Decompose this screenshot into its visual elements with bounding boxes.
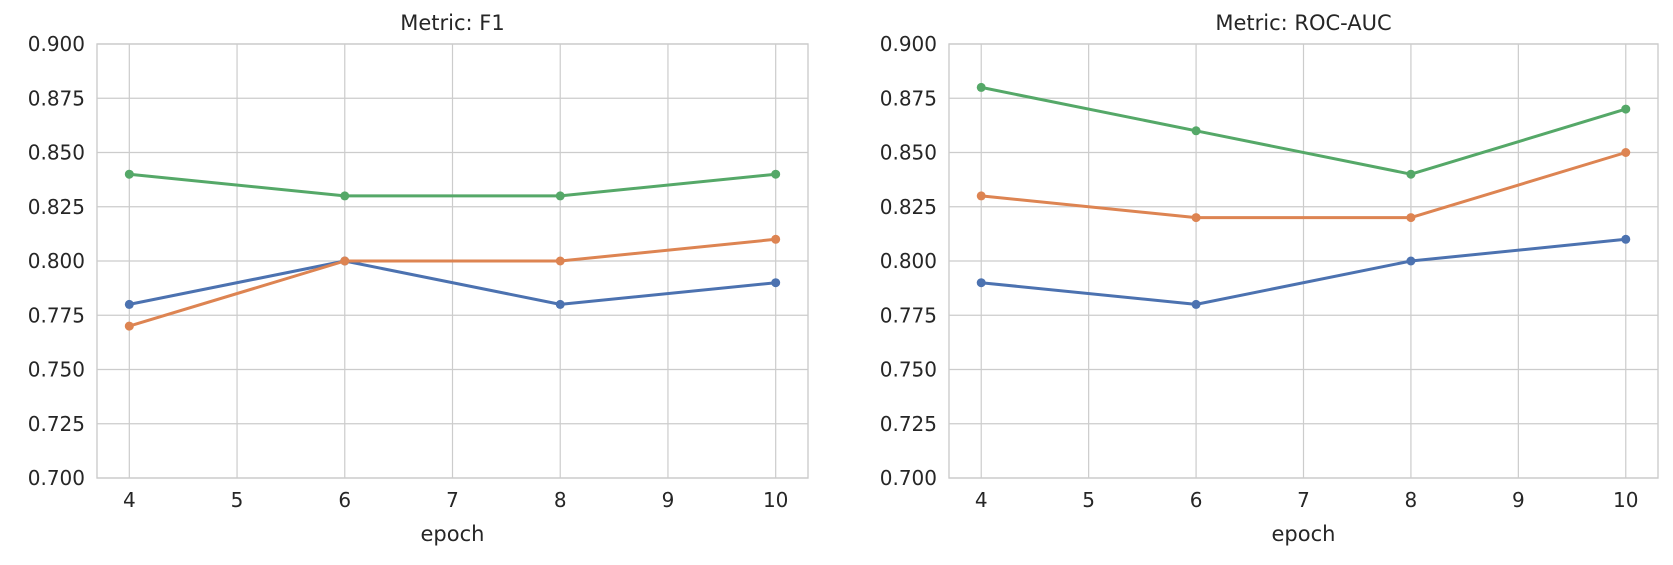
y-tick-label: 0.850 — [28, 141, 85, 165]
series-green-marker — [1191, 126, 1201, 136]
subplot-1: 0.700 0.725 0.750 0.775 0.800 0.825 0.850 0.875… — [28, 11, 809, 546]
chart-title: Metric: ROC-AUC — [1215, 11, 1391, 35]
series-green-line — [979, 85, 1628, 176]
chart-title: Metric: F1 — [400, 11, 504, 35]
series-orange-marker — [1621, 148, 1631, 157]
series-orange-marker — [1191, 213, 1201, 223]
series-orange-marker — [976, 191, 986, 201]
x-axis-label: epoch — [421, 522, 485, 546]
series-orange-marker — [1406, 213, 1416, 223]
y-tick-label: 0.800 — [28, 249, 85, 273]
x-tick-label: 10 — [763, 488, 788, 512]
series-green-marker — [1406, 169, 1416, 179]
series-green-marker — [771, 169, 781, 179]
x-tick-label: 7 — [446, 488, 459, 512]
series-orange-line — [127, 237, 778, 328]
y-tick-label: 0.825 — [28, 195, 85, 219]
series-blue-marker — [1406, 256, 1416, 266]
x-axis-label: epoch — [1272, 522, 1336, 546]
x-tick-label: 6 — [338, 488, 351, 512]
y-tick-label: 0.750 — [28, 358, 85, 382]
y-tick-label: 0.800 — [880, 249, 937, 273]
y-tick-label: 0.875 — [28, 86, 85, 110]
series-orange-marker — [340, 256, 350, 266]
series-blue-marker — [124, 299, 134, 309]
series-blue-line — [127, 259, 778, 306]
x-tick-label: 10 — [1613, 488, 1638, 512]
series-orange-marker — [771, 234, 781, 244]
y-tick-label: 0.700 — [880, 466, 937, 490]
y-tick-label: 0.725 — [28, 412, 85, 436]
series-green-marker — [1621, 104, 1631, 114]
subplot-2: 0.700 0.725 0.750 0.775 0.800 0.825 0.850 0.875… — [880, 11, 1659, 546]
series-green-marker — [976, 82, 986, 92]
series-blue-marker — [1621, 234, 1631, 244]
x-tick-label: 7 — [1297, 488, 1310, 512]
plot-border — [96, 43, 809, 479]
series-blue-marker — [1191, 299, 1201, 309]
series-orange-marker — [124, 321, 134, 331]
series-green-line — [127, 172, 778, 198]
x-tick-label: 8 — [1405, 488, 1418, 512]
y-tick-label: 0.700 — [28, 466, 85, 490]
x-tick-label: 4 — [975, 488, 988, 512]
x-tick-label: 6 — [1190, 488, 1203, 512]
series-green-marker — [340, 191, 350, 201]
y-tick-label: 0.850 — [880, 141, 937, 165]
y-tick-label: 0.775 — [880, 303, 937, 327]
y-tick-label: 0.775 — [28, 303, 85, 327]
series-blue-marker — [555, 299, 565, 309]
x-tick-label: 5 — [1082, 488, 1095, 512]
y-tick-label: 0.875 — [880, 86, 937, 110]
series-green-marker — [555, 191, 565, 201]
y-tick-label: 0.725 — [880, 412, 937, 436]
series-orange-marker — [555, 256, 565, 266]
series-orange-line — [979, 151, 1628, 220]
y-tick-label: 0.900 — [28, 32, 85, 56]
series-blue-line — [979, 237, 1628, 306]
x-tick-label: 8 — [554, 488, 567, 512]
series-blue-marker — [976, 278, 986, 288]
y-tick-label: 0.750 — [880, 358, 937, 382]
x-tick-label: 5 — [231, 488, 244, 512]
plot-border — [948, 43, 1659, 479]
series-blue-marker — [771, 278, 781, 288]
x-tick-label: 9 — [662, 488, 675, 512]
x-tick-label: 4 — [123, 488, 136, 512]
y-tick-label: 0.900 — [880, 32, 937, 56]
x-tick-label: 9 — [1512, 488, 1525, 512]
y-tick-label: 0.825 — [880, 195, 937, 219]
series-green-marker — [124, 169, 134, 179]
